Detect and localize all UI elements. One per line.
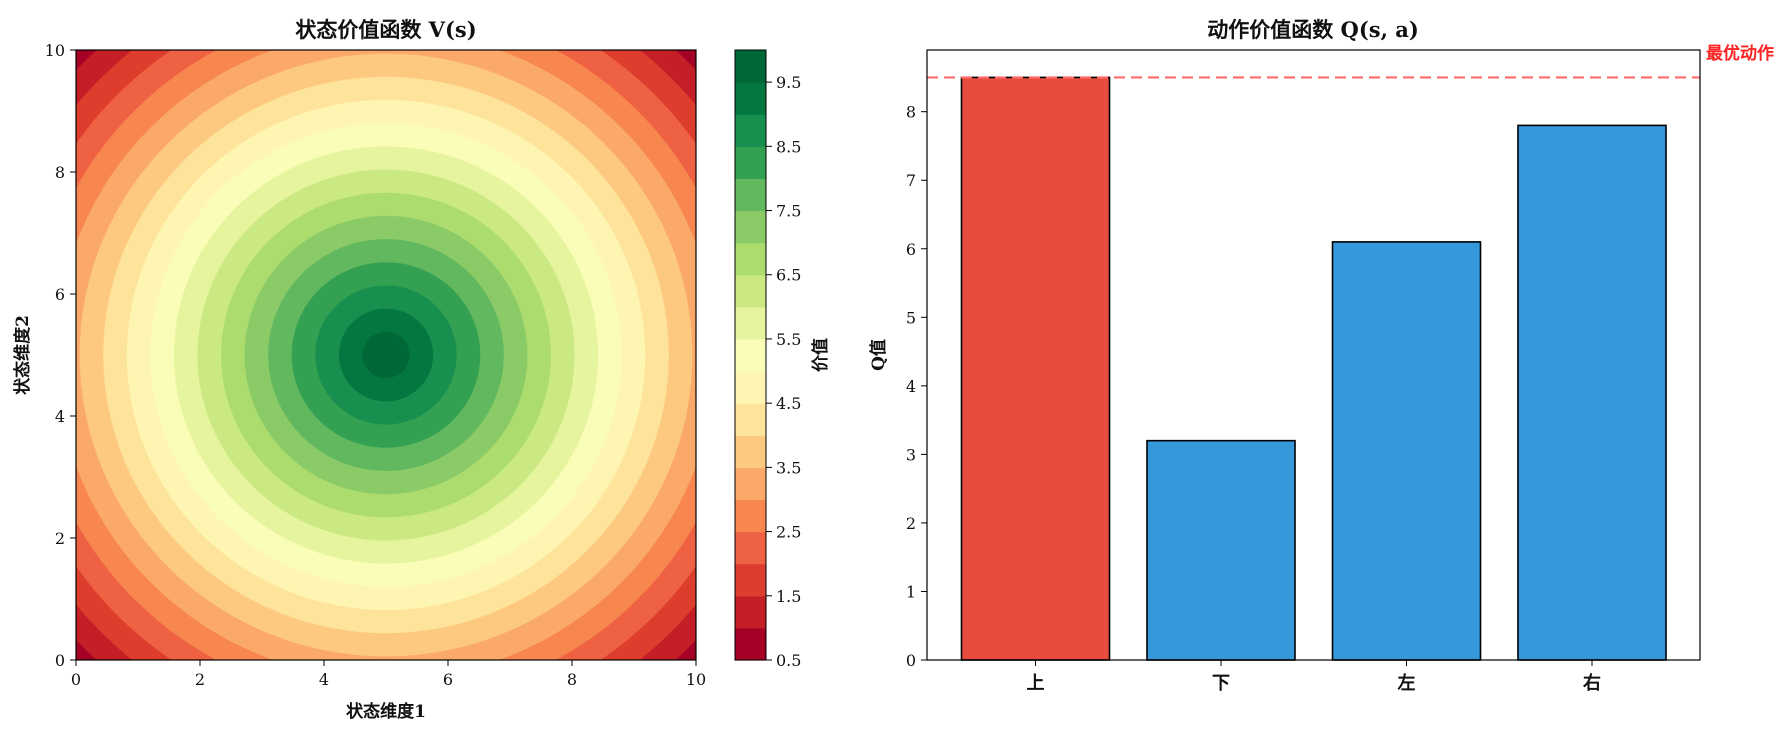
bar-y-tick-label: 7 xyxy=(906,171,916,190)
bar-category-label: 下 xyxy=(1212,673,1230,694)
bar-category-label: 上 xyxy=(1027,673,1045,694)
bar-y-tick-label: 2 xyxy=(906,514,916,533)
bar-3 xyxy=(1517,124,1667,661)
heatmap-y-tick-label: 8 xyxy=(55,163,65,182)
heatmap-x-tick-label: 0 xyxy=(71,670,81,689)
colorbar-band-13 xyxy=(735,210,766,244)
colorbar-band-12 xyxy=(735,242,766,276)
heatmap-y-axis: 0 2 4 6 8 10 xyxy=(45,41,76,670)
bar-y-tick-label: 0 xyxy=(906,651,916,670)
bar-y-tick-label: 5 xyxy=(906,308,916,327)
reference-line-label: 最优动作 xyxy=(1706,43,1774,64)
bar-y-tick-label: 8 xyxy=(906,103,916,122)
colorbar-bands xyxy=(735,50,766,661)
bar-2 xyxy=(1331,241,1482,661)
colorbar-band-7 xyxy=(735,403,766,436)
bar-y-tick-label: 3 xyxy=(906,445,916,464)
colorbar-frame xyxy=(734,49,767,661)
heatmap-frame xyxy=(75,49,697,661)
bar-y-axis: 0 1 2 3 4 5 6 7 8 xyxy=(906,103,927,670)
bar-0 xyxy=(960,76,1111,661)
heatmap-y-tick-label: 10 xyxy=(45,41,65,60)
colorbar-ticks: 0.5 1.5 2.5 3.5 4.5 5.5 6.5 7.5 8.5 9.5 xyxy=(766,73,801,670)
heatmap-panel: 状态价值函数 V(s) 0 2 4 6 8 10 0 2 4 6 8 10 状态维度1 状态维度2 xyxy=(12,17,706,722)
bar-1 xyxy=(1146,439,1296,661)
colorbar-band-0 xyxy=(735,627,766,661)
heatmap-y-tick-label: 0 xyxy=(55,651,65,670)
colorbar-tick-label: 9.5 xyxy=(776,73,801,92)
heatmap-x-tick-label: 4 xyxy=(319,670,329,689)
colorbar-band-5 xyxy=(735,467,766,501)
heatmap-x-tick-label: 10 xyxy=(686,670,706,689)
bar-panel: 动作价值函数 Q(s, a) 最优动作 0 1 2 3 4 5 6 7 8 上 下 左 右 Q值 xyxy=(868,17,1774,694)
colorbar-band-11 xyxy=(735,274,766,308)
heatmap-x-axis: 0 2 4 6 8 10 xyxy=(71,660,706,689)
heatmap-y-tick-label: 2 xyxy=(55,529,65,548)
colorbar-tick-label: 4.5 xyxy=(776,394,801,413)
heatmap-y-tick-label: 6 xyxy=(55,285,65,304)
bars xyxy=(960,76,1667,661)
heatmap-contours xyxy=(76,50,696,660)
heatmap-x-tick-label: 8 xyxy=(567,670,577,689)
colorbar-tick-label: 6.5 xyxy=(776,266,801,285)
bar-title: 动作价值函数 Q(s, a) xyxy=(1207,17,1419,42)
colorbar-tick-label: 2.5 xyxy=(776,523,801,542)
colorbar-tick-label: 5.5 xyxy=(776,330,801,349)
colorbar-band-9 xyxy=(735,338,766,372)
colorbar-band-17 xyxy=(735,82,766,115)
colorbar-band-8 xyxy=(735,371,766,404)
colorbar-tick-label: 0.5 xyxy=(776,651,801,670)
bar-category-label: 左 xyxy=(1398,672,1416,694)
heatmap-x-label: 状态维度1 xyxy=(346,701,426,722)
colorbar-band-3 xyxy=(735,531,766,565)
bar-y-tick-label: 6 xyxy=(906,240,916,259)
heatmap-y-label: 状态维度2 xyxy=(12,315,33,395)
bar-y-tick-label: 4 xyxy=(906,377,916,396)
bar-y-tick-label: 1 xyxy=(906,582,916,601)
colorbar-band-14 xyxy=(735,178,766,212)
bar-x-axis: 上下左右 xyxy=(1027,660,1601,694)
colorbar-band-18 xyxy=(735,50,766,83)
colorbar-band-15 xyxy=(735,146,766,180)
colorbar-band-16 xyxy=(735,114,766,147)
colorbar-tick-label: 7.5 xyxy=(776,202,801,221)
heatmap-x-tick-label: 6 xyxy=(443,670,453,689)
colorbar-tick-label: 3.5 xyxy=(776,458,801,477)
colorbar-band-6 xyxy=(735,435,766,468)
heatmap-band-18 xyxy=(362,331,410,379)
colorbar-label: 价值 xyxy=(810,338,831,372)
bar-category-label: 右 xyxy=(1583,672,1601,694)
colorbar-band-4 xyxy=(735,499,766,533)
bar-y-label: Q值 xyxy=(868,339,889,371)
heatmap-title: 状态价值函数 V(s) xyxy=(295,17,476,42)
colorbar-band-10 xyxy=(735,306,766,340)
heatmap-y-tick-label: 4 xyxy=(55,407,65,426)
colorbar-band-1 xyxy=(735,595,766,629)
colorbar-tick-label: 8.5 xyxy=(776,137,801,156)
heatmap-x-tick-label: 2 xyxy=(195,670,205,689)
bar-frame xyxy=(926,49,1701,661)
colorbar-band-2 xyxy=(735,563,766,597)
colorbar: 0.5 1.5 2.5 3.5 4.5 5.5 6.5 7.5 8.5 9.5 价值 xyxy=(734,49,831,670)
colorbar-tick-label: 1.5 xyxy=(776,587,801,606)
